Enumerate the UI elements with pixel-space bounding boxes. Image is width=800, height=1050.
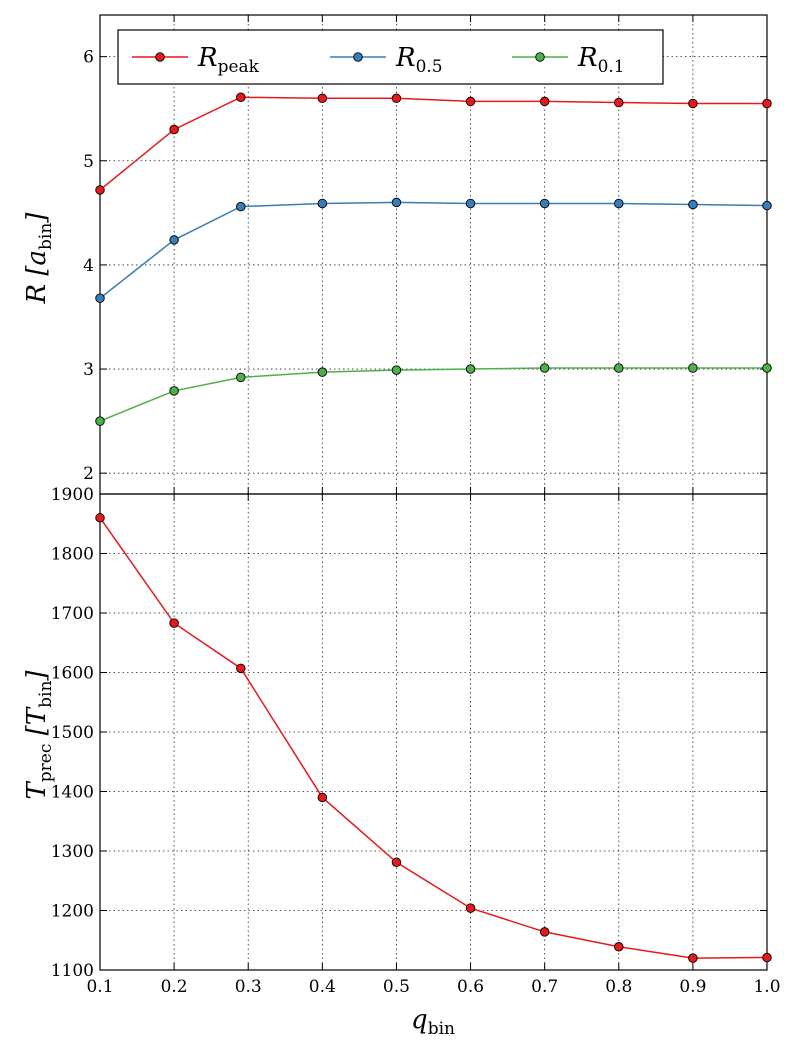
data-point xyxy=(391,365,402,375)
data-point xyxy=(688,363,698,373)
legend-entry-label: R0.1 xyxy=(577,43,625,77)
legend-entry-label: R0.5 xyxy=(395,43,443,77)
x-tick-label: 0.5 xyxy=(383,977,410,997)
y-tick-label: 4 xyxy=(83,256,94,276)
x-tick-label: 0.3 xyxy=(235,977,262,997)
legend-entry-label: Rpeak xyxy=(197,43,260,77)
legend-box xyxy=(117,29,664,85)
legend: Rpeak R0.5 R0.1 xyxy=(117,29,664,85)
x-tick-label: 1.0 xyxy=(753,977,780,997)
y-tick-label: 1700 xyxy=(51,604,94,624)
data-point xyxy=(465,903,476,913)
y-tick-label: 1100 xyxy=(51,961,94,981)
data-point xyxy=(169,386,179,396)
data-point xyxy=(317,93,328,104)
data-point xyxy=(391,197,402,208)
data-point xyxy=(236,92,246,103)
data-point xyxy=(614,363,624,373)
data-point xyxy=(539,363,550,373)
data-point xyxy=(95,293,105,303)
data-point xyxy=(762,363,772,373)
y-tick-label: 6 xyxy=(83,48,94,68)
data-point xyxy=(614,942,624,952)
x-tick-label: 0.7 xyxy=(531,977,558,997)
legend-marker xyxy=(353,52,363,62)
data-point xyxy=(391,93,402,104)
data-point xyxy=(762,952,772,963)
data-point xyxy=(95,513,105,523)
data-point xyxy=(539,96,550,107)
x-tick-label: 0.4 xyxy=(309,977,336,997)
x-tick-label: 0.6 xyxy=(457,977,484,997)
x-tick-label: 0.1 xyxy=(86,977,113,997)
data-point xyxy=(317,792,328,803)
data-point xyxy=(95,416,105,426)
y-tick-label: 1500 xyxy=(51,723,94,743)
y-tick-label: 5 xyxy=(83,152,94,172)
data-point xyxy=(317,198,328,209)
y-tick-label: 1400 xyxy=(51,783,94,803)
legend-marker xyxy=(155,52,165,62)
series-line-0-2 xyxy=(99,367,767,422)
data-point xyxy=(465,198,476,209)
y-tick-label: 1600 xyxy=(51,664,94,684)
data-point xyxy=(236,663,246,674)
series-line-0-0 xyxy=(99,96,767,191)
y-axis-label-top: R [abin] xyxy=(22,212,56,305)
bottom-panel-tprec-vs-q: 1100 1200 1300 1400 1500 1600 1700 1800 1900 0.1 0… xyxy=(51,485,781,997)
data-point xyxy=(688,98,698,109)
data-point xyxy=(614,97,624,108)
data-point xyxy=(236,372,246,383)
data-point xyxy=(614,198,624,209)
x-axis-label: qbin xyxy=(411,1005,455,1039)
data-point xyxy=(688,953,698,963)
data-point xyxy=(465,364,476,374)
y-tick-label: 1200 xyxy=(51,902,94,922)
data-point xyxy=(539,198,550,209)
y-tick-label: 2 xyxy=(83,464,94,484)
y-tick-label: 1300 xyxy=(51,842,94,862)
x-tick-label: 0.9 xyxy=(679,977,706,997)
data-point xyxy=(236,201,246,212)
y-tick-label: 1800 xyxy=(51,545,94,565)
y-axis-label-bottom: Tprec [Tbin] xyxy=(22,670,56,800)
data-point xyxy=(95,185,105,195)
series-line-0-1 xyxy=(99,201,768,299)
data-point xyxy=(317,367,328,377)
data-point xyxy=(169,235,179,245)
data-point xyxy=(465,96,476,107)
data-point xyxy=(169,124,179,135)
data-point xyxy=(762,98,772,109)
y-tick-label: 3 xyxy=(83,360,94,380)
series-line-1-0 xyxy=(99,517,768,959)
plot-frame xyxy=(99,14,768,495)
top-panel-r-vs-q: 2 3 4 5 6 xyxy=(83,14,772,495)
data-point xyxy=(169,618,179,628)
x-tick-label: 0.2 xyxy=(161,977,188,997)
x-tick-label: 0.8 xyxy=(605,977,632,997)
data-point xyxy=(688,199,698,210)
axis-labels: R [abin] Tprec [Tbin] qbin xyxy=(22,212,455,1039)
data-point xyxy=(391,857,402,868)
y-tick-label: 1900 xyxy=(51,485,94,505)
data-point xyxy=(762,200,772,211)
legend-marker xyxy=(535,52,545,62)
data-point xyxy=(539,927,550,937)
